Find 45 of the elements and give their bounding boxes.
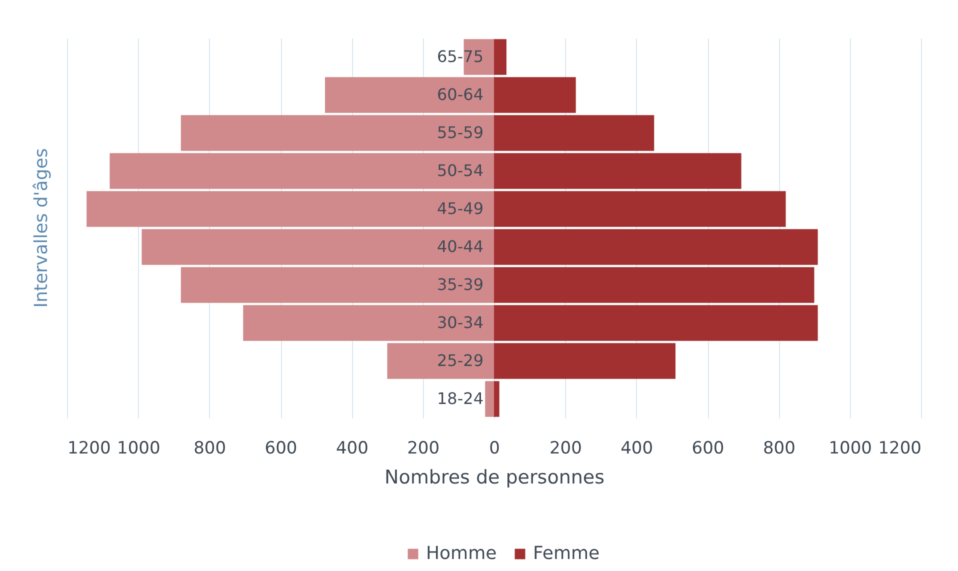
x-tick-label: 1200 — [878, 438, 922, 458]
bar — [180, 115, 494, 151]
x-tick-label: 600 — [264, 438, 298, 458]
bar — [324, 77, 494, 113]
bar — [494, 77, 576, 113]
legend-label: Homme — [426, 543, 497, 564]
y-tick-label: 45-49 — [437, 199, 484, 218]
y-tick-label: 30-34 — [437, 313, 484, 332]
bar — [86, 191, 494, 227]
y-tick-label: 40-44 — [437, 237, 484, 256]
x-tick-label: 1000 — [828, 438, 872, 458]
bar — [494, 381, 500, 417]
y-tick-label: 25-29 — [437, 351, 484, 370]
bar — [387, 343, 494, 379]
y-axis-title: Intervalles d'âges — [31, 148, 52, 308]
y-tick-label: 50-54 — [437, 161, 484, 180]
bar — [494, 343, 676, 379]
bar — [243, 305, 494, 341]
bar — [180, 267, 494, 303]
y-tick-label: 55-59 — [437, 123, 484, 142]
bar — [110, 153, 494, 189]
bar — [494, 153, 742, 189]
x-tick-label: 600 — [692, 438, 724, 458]
x-tick-label: 800 — [762, 438, 796, 458]
bar — [494, 191, 786, 227]
bar — [494, 305, 818, 341]
bar — [494, 267, 814, 303]
legend-label: Femme — [533, 543, 600, 564]
x-tick-label: 0 — [489, 438, 500, 458]
y-tick-label: 18-24 — [437, 389, 484, 408]
bar — [494, 229, 818, 265]
y-tick-label: 60-64 — [437, 85, 484, 104]
x-tick-label: 400 — [336, 438, 368, 458]
x-tick-label: 200 — [549, 438, 582, 458]
x-tick-label: 400 — [620, 438, 654, 458]
bar — [494, 39, 506, 75]
x-tick-label: 1200 — [68, 438, 111, 458]
bar — [494, 115, 654, 151]
x-axis-title: Nombres de personnes — [384, 466, 604, 488]
x-tick-label: 800 — [194, 438, 226, 458]
bar — [142, 229, 494, 265]
x-tick-label: 1000 — [117, 438, 160, 458]
bar — [485, 381, 494, 417]
y-tick-label: 35-39 — [437, 275, 484, 294]
x-tick-label: 200 — [407, 438, 440, 458]
